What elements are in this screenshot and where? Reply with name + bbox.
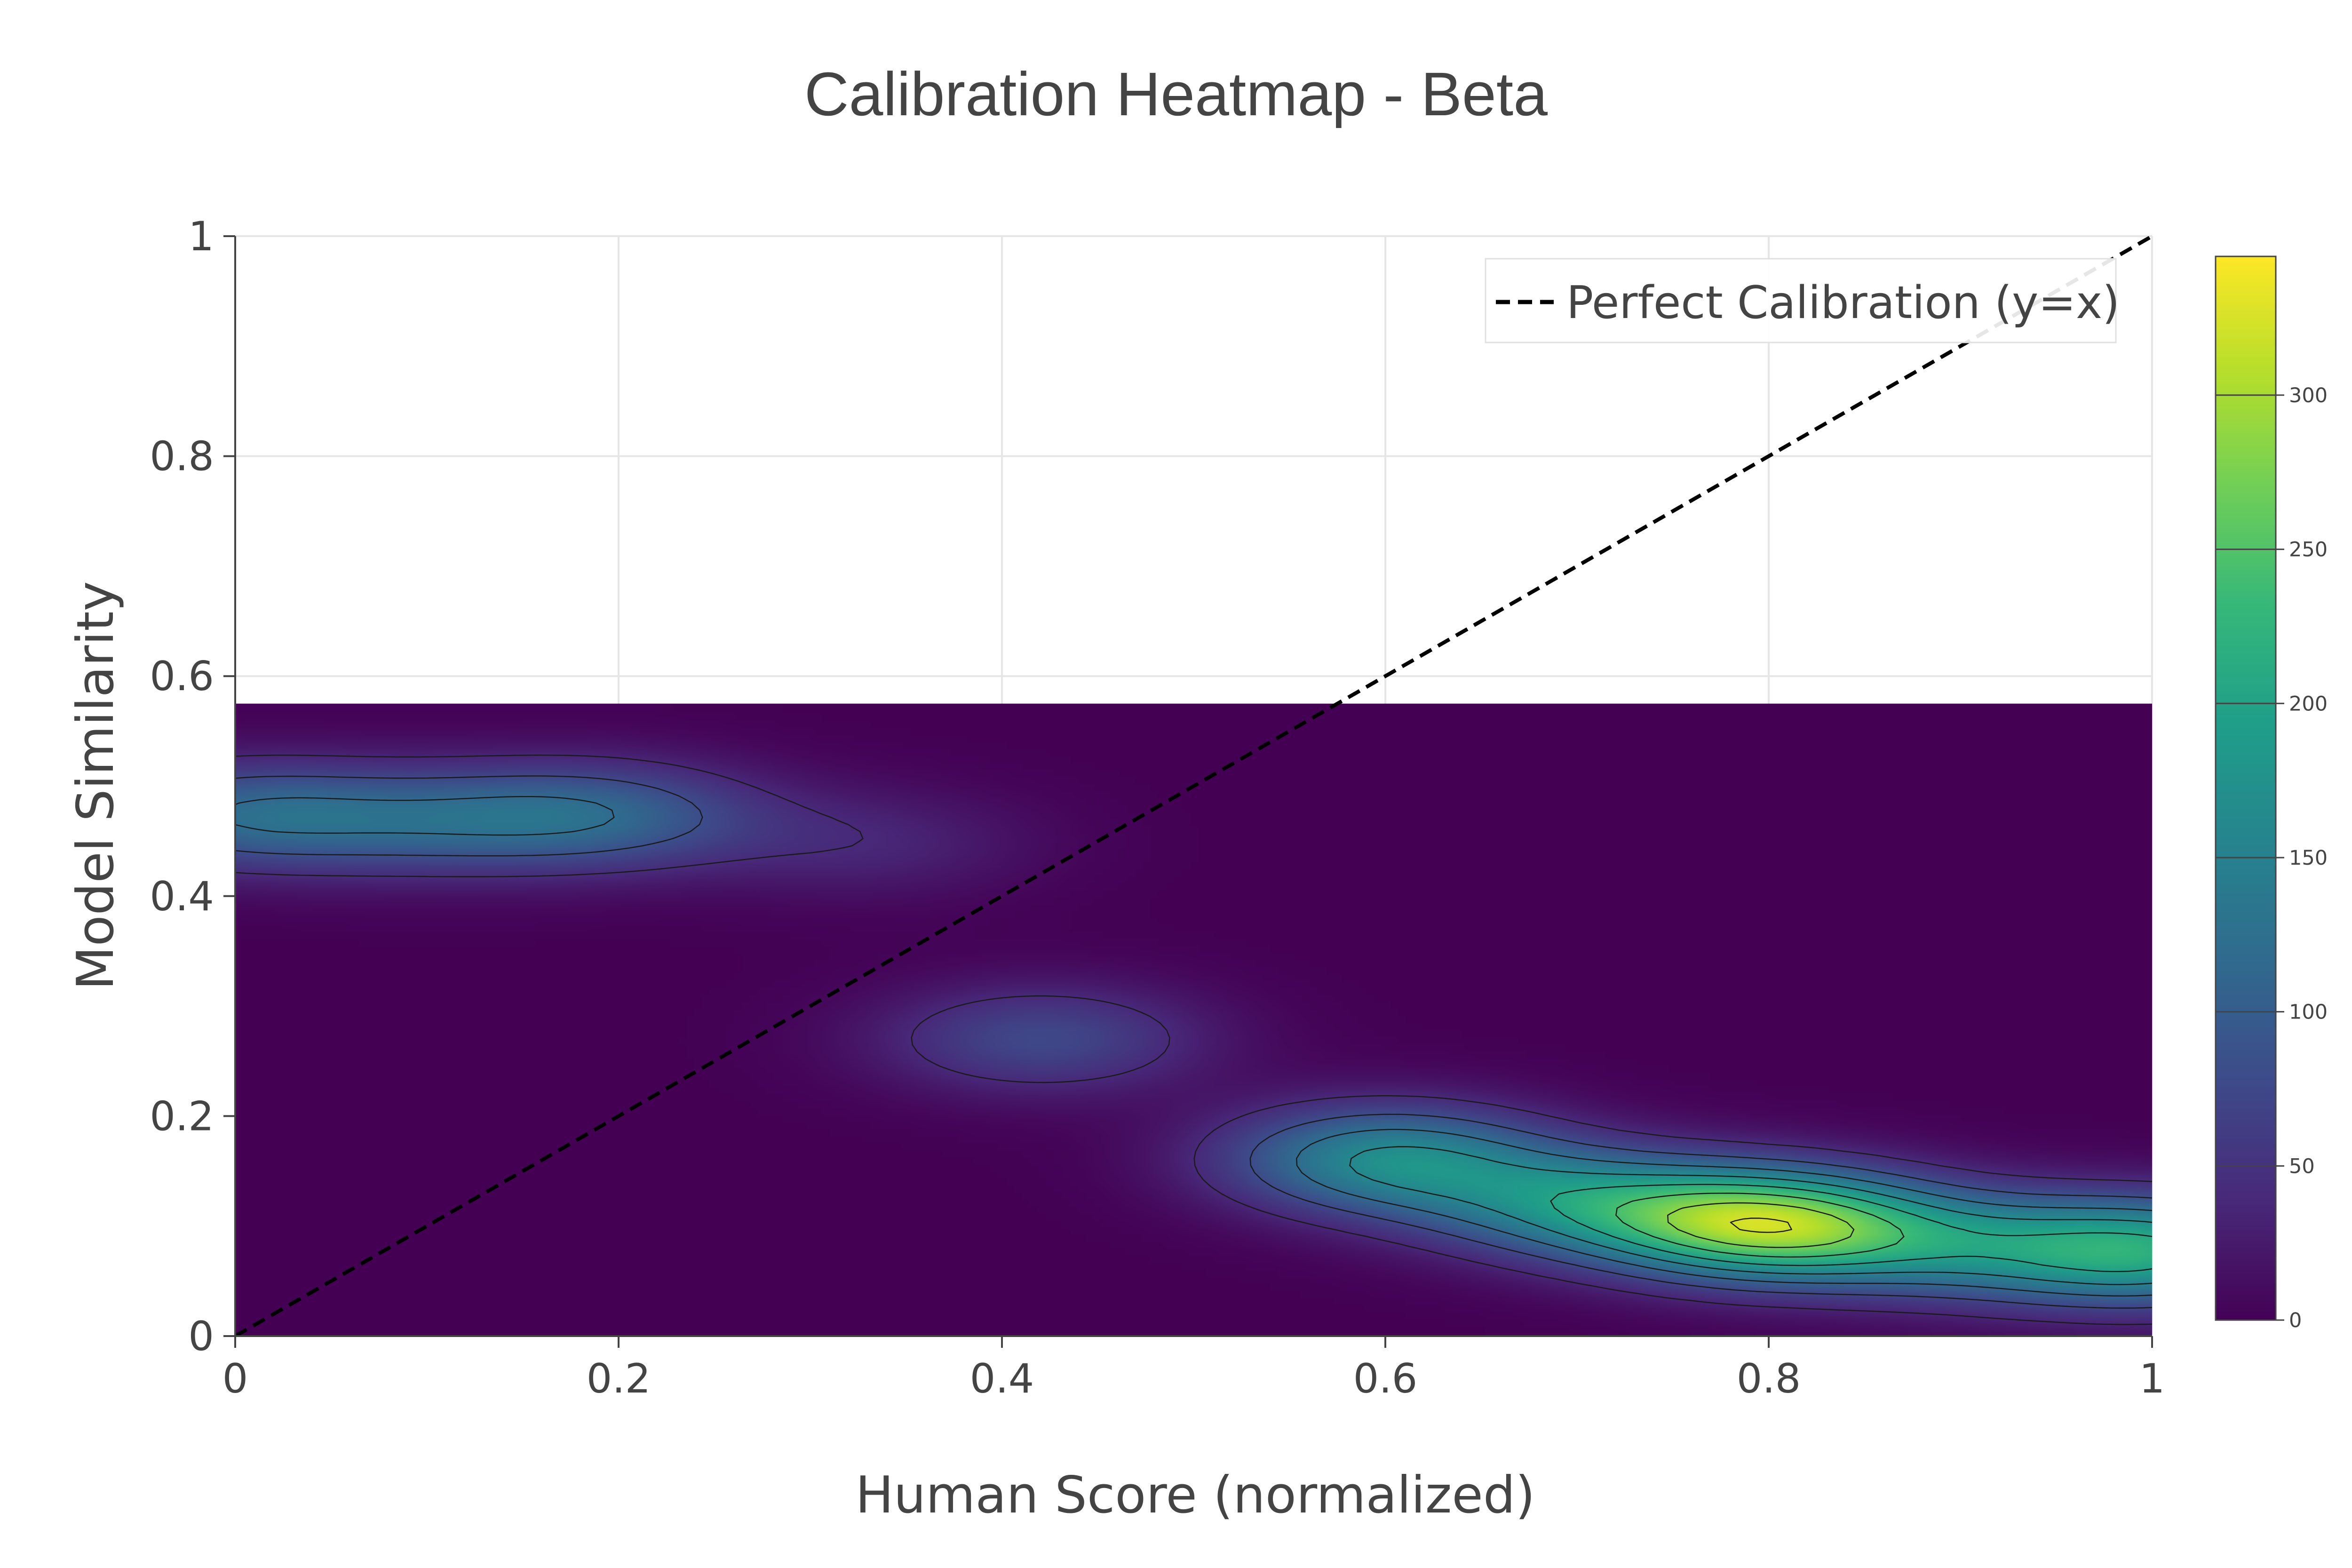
contour-level-160 [1349, 1146, 2152, 1285]
plot-area: 0 0.2 0.4 0.6 0.8 1 0 0.2 0.4 0.6 0.8 1 [150, 213, 2165, 1402]
x-axis-title: Human Score (normalized) [855, 1466, 1535, 1525]
colorbar: 0 50 100 150 200 250 300 [2215, 255, 2328, 1332]
y-tick-label-5: 1 [188, 213, 214, 260]
legend-box [1485, 258, 2117, 343]
x-tick-label-3: 0.6 [1353, 1355, 1418, 1402]
series-layer [235, 236, 2152, 1336]
density-heatmap-image [235, 703, 2152, 1336]
contour-level-240 [1615, 1193, 1905, 1258]
colorbar-ticks: 0 50 100 150 200 250 300 [2216, 384, 2328, 1332]
x-tick-label-1: 0.2 [587, 1355, 651, 1402]
colorbar-gradient [2215, 255, 2277, 1321]
colorbar-tick-label-4: 200 [2289, 692, 2328, 716]
y-tick-label-1: 0.2 [150, 1093, 214, 1140]
y-tick-label-2: 0.4 [150, 873, 214, 920]
contour-level-40 [235, 755, 2152, 1325]
colorbar-tick-label-0: 0 [2289, 1309, 2302, 1332]
x-tick-label-0: 0 [222, 1355, 248, 1402]
contour-level-280 [1667, 1202, 1855, 1248]
contour-level-200 [1550, 1184, 2152, 1272]
colorbar-tick-label-3: 150 [2289, 846, 2328, 870]
chart-title: Calibration Heatmap - Beta [804, 59, 1548, 128]
x-tick-label-5: 1 [2139, 1355, 2165, 1402]
series-line-perfect-calibration [235, 236, 2152, 1336]
y-axis-title: Model Similarity [66, 581, 125, 990]
y-tick-label-0: 0 [188, 1313, 214, 1360]
colorbar-tick-label-5: 250 [2289, 538, 2328, 562]
density-contours [235, 755, 2152, 1325]
x-tick-label-2: 0.4 [970, 1355, 1034, 1402]
x-tick-label-4: 0.8 [1737, 1355, 1801, 1402]
legend-label-perfect-calibration: Perfect Calibration (y=x) [1566, 277, 2120, 329]
axes: 0 0.2 0.4 0.6 0.8 1 0 0.2 0.4 0.6 0.8 1 [150, 213, 2165, 1402]
legend[interactable]: Perfect Calibration (y=x) [1485, 258, 2120, 343]
colorbar-tick-label-1: 50 [2289, 1154, 2315, 1178]
density-heatmap [235, 703, 2152, 1336]
colorbar-tick-label-6: 300 [2289, 384, 2328, 407]
contour-level-80 [235, 775, 2152, 1309]
colorbar-tick-label-2: 100 [2289, 1001, 2328, 1024]
contour-level-120 [235, 796, 2152, 1297]
y-tick-label-3: 0.6 [150, 653, 214, 700]
contour-level-320 [1730, 1218, 1792, 1233]
y-tick-label-4: 0.8 [150, 433, 214, 480]
